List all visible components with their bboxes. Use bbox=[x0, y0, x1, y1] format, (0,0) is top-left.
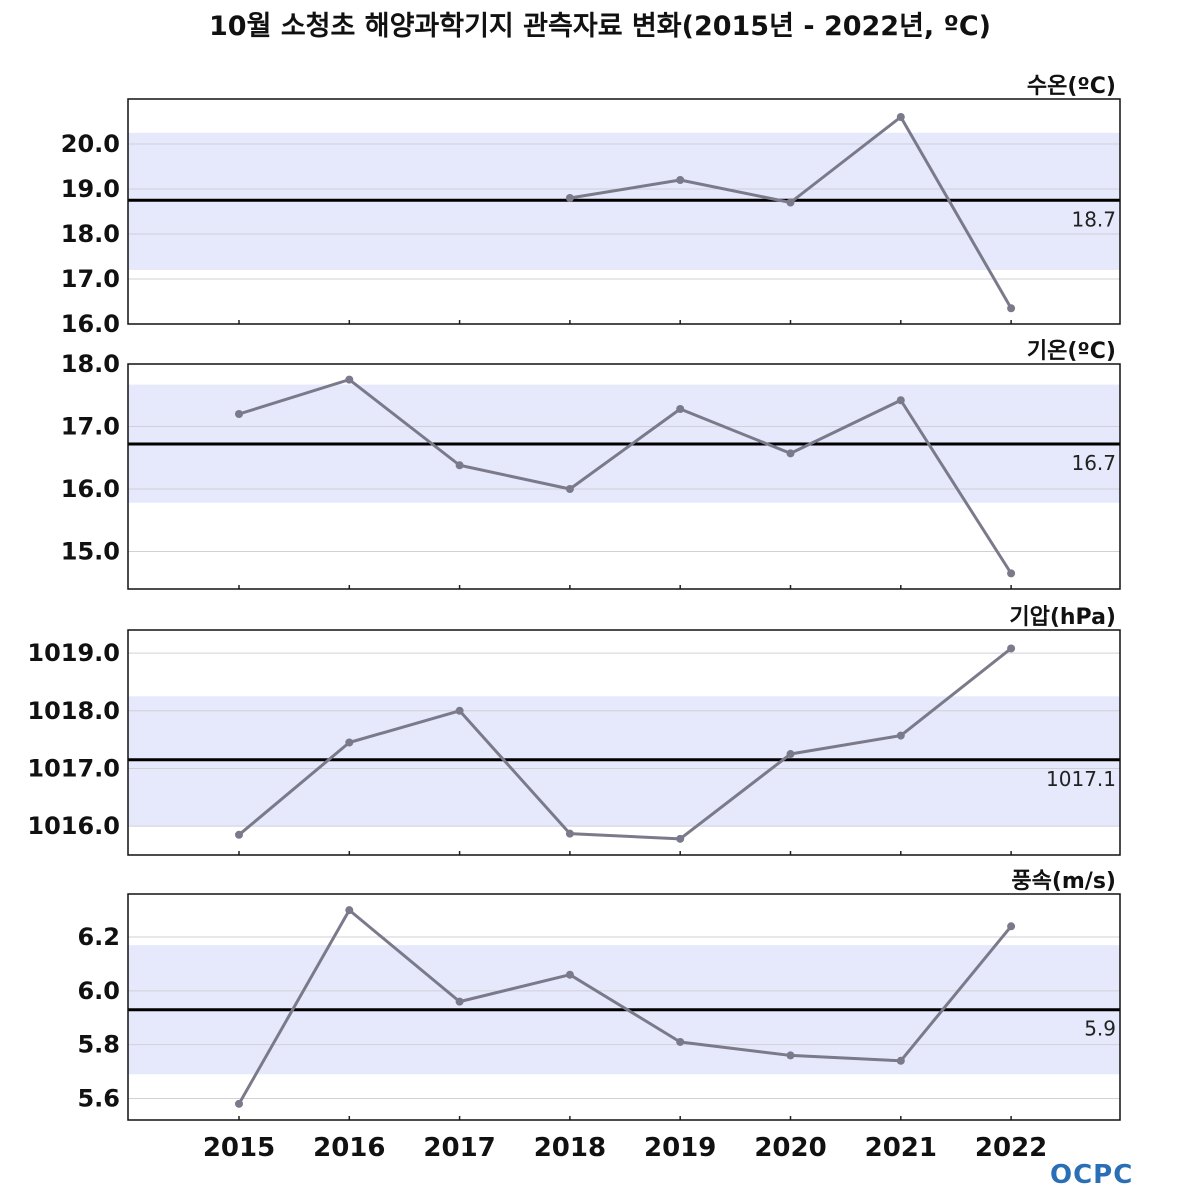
x-tick-label: 2020 bbox=[754, 1133, 826, 1163]
data-point bbox=[455, 706, 464, 715]
series-line bbox=[238, 378, 1013, 575]
panel-frame bbox=[127, 363, 1121, 590]
data-point bbox=[455, 997, 464, 1006]
y-tick-label: 5.6 bbox=[77, 1084, 120, 1112]
data-point bbox=[676, 176, 685, 184]
x-tick-label: 2021 bbox=[865, 1133, 937, 1163]
series-line bbox=[237, 908, 1013, 1105]
y-tick-label: 6.0 bbox=[77, 977, 120, 1005]
panel-title: 기온(ºC) bbox=[1027, 339, 1116, 364]
x-tick-label: 2018 bbox=[534, 1133, 606, 1163]
x-tick-label: 2015 bbox=[203, 1133, 275, 1163]
data-point bbox=[235, 830, 243, 839]
data-point bbox=[786, 750, 795, 759]
data-point bbox=[455, 461, 464, 470]
chart-title: 10월 소청초 해양과학기지 관측자료 변화(2015년 - 2022년, ºC… bbox=[209, 11, 991, 42]
y-tick-label: 16.0 bbox=[61, 310, 120, 338]
data-point bbox=[676, 405, 685, 413]
data-point bbox=[1007, 922, 1016, 931]
series-line bbox=[238, 647, 1013, 841]
data-point bbox=[786, 1051, 795, 1060]
data-point bbox=[1007, 644, 1016, 653]
panel-frame bbox=[127, 893, 1121, 1121]
y-tick-label: 5.8 bbox=[77, 1031, 120, 1059]
y-tick-label: 17.0 bbox=[61, 265, 120, 293]
data-point bbox=[786, 198, 795, 207]
data-point bbox=[235, 1099, 243, 1108]
y-tick-label: 17.0 bbox=[61, 413, 120, 441]
data-point bbox=[896, 113, 905, 121]
y-tick-label: 18.0 bbox=[61, 350, 120, 378]
y-tick-label: 15.0 bbox=[61, 538, 120, 566]
mean-label: 18.7 bbox=[1071, 207, 1116, 231]
y-tick-label: 19.0 bbox=[61, 175, 120, 203]
data-point bbox=[676, 1037, 685, 1046]
data-point bbox=[1007, 569, 1016, 578]
data-point bbox=[565, 829, 574, 838]
x-tick-label: 2019 bbox=[644, 1133, 716, 1163]
y-tick-label: 1016.0 bbox=[27, 812, 120, 840]
data-point bbox=[676, 834, 685, 843]
x-tick-label: 2022 bbox=[975, 1133, 1047, 1163]
data-point bbox=[1007, 304, 1016, 313]
panel-title: 풍속(m/s) bbox=[1011, 869, 1116, 894]
x-tick-label: 2017 bbox=[423, 1133, 495, 1163]
panel-title: 수온(ºC) bbox=[1027, 74, 1116, 99]
data-point bbox=[896, 396, 905, 405]
data-point bbox=[896, 731, 905, 740]
mean-label: 16.7 bbox=[1071, 451, 1116, 475]
data-point bbox=[896, 1056, 905, 1065]
y-tick-label: 18.0 bbox=[61, 220, 120, 248]
x-tick-label: 2016 bbox=[313, 1133, 385, 1163]
y-tick-label: 16.0 bbox=[61, 475, 120, 503]
ocpc-logo: OCPC bbox=[1050, 1160, 1134, 1190]
data-point bbox=[345, 738, 354, 747]
y-tick-label: 1018.0 bbox=[27, 697, 120, 725]
mean-label: 5.9 bbox=[1084, 1017, 1116, 1041]
panel-frame bbox=[127, 98, 1121, 325]
panel-frame bbox=[127, 629, 1121, 856]
y-tick-label: 20.0 bbox=[61, 130, 120, 158]
panel-title: 기압(hPa) bbox=[1009, 605, 1116, 630]
data-point bbox=[565, 970, 574, 979]
y-tick-label: 1017.0 bbox=[27, 754, 120, 782]
data-point bbox=[786, 449, 795, 458]
data-point bbox=[345, 375, 354, 384]
mean-label: 1017.1 bbox=[1046, 767, 1116, 791]
data-point bbox=[235, 410, 243, 418]
y-tick-label: 6.2 bbox=[77, 923, 120, 951]
y-tick-label: 1019.0 bbox=[27, 639, 120, 667]
data-point bbox=[345, 906, 354, 915]
data-point bbox=[565, 194, 574, 202]
data-point bbox=[565, 485, 574, 493]
